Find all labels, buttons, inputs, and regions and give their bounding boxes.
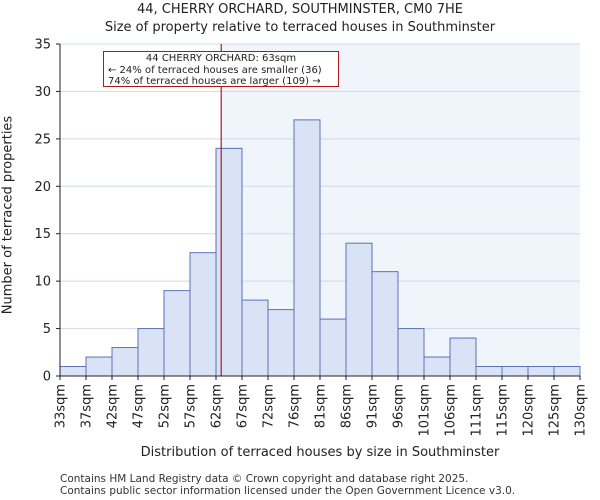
x-tick-label: 115sqm	[496, 384, 511, 437]
bar-52sqm	[163, 290, 191, 377]
bar-57sqm	[189, 252, 217, 377]
y-tick-label: 5	[43, 322, 51, 337]
x-tick-label: 125sqm	[548, 384, 563, 437]
x-tick-label: 106sqm	[444, 384, 459, 437]
x-tick-label: 33sqm	[54, 384, 69, 428]
y-tick-label: 0	[43, 370, 51, 385]
y-tick-label: 25	[34, 132, 51, 147]
x-tick-label: 57sqm	[184, 384, 199, 428]
x-tick-label: 81sqm	[314, 384, 329, 428]
bar-72sqm	[267, 309, 295, 377]
x-tick-label: 76sqm	[288, 384, 303, 428]
bar-37sqm	[85, 356, 113, 377]
y-tick-label: 35	[34, 38, 51, 53]
bar-67sqm	[241, 299, 269, 377]
x-tick-label: 130sqm	[574, 384, 589, 437]
annotation-smaller: ← 24% of terraced houses are smaller (36…	[108, 64, 322, 76]
x-axis-label: Distribution of terraced houses by size …	[140, 445, 500, 460]
bar-86sqm	[345, 242, 373, 377]
x-tick-label: 91sqm	[366, 384, 381, 428]
x-tick-label: 47sqm	[132, 384, 147, 428]
y-tick-label: 30	[34, 85, 51, 100]
bar-62sqm	[215, 147, 243, 377]
chart-subtitle: Size of property relative to terraced ho…	[104, 20, 496, 35]
bar-115sqm	[501, 366, 529, 377]
annotation-larger: 74% of terraced houses are larger (109) …	[108, 76, 321, 87]
bar-120sqm	[527, 366, 555, 377]
property-annotation: 44 CHERRY ORCHARD: 63sqm ← 24% of terrac…	[103, 51, 339, 87]
footer-licence: Contains public sector information licen…	[60, 485, 516, 497]
y-axis-label-text: Number of terraced properties	[0, 115, 16, 315]
bar-91sqm	[371, 271, 399, 377]
bar-47sqm	[137, 328, 165, 377]
bar-111sqm	[475, 366, 503, 377]
chart-title: 44, CHERRY ORCHARD, SOUTHMINSTER, CM0 7H…	[136, 2, 463, 17]
x-tick-label: 62sqm	[210, 384, 225, 428]
bar-125sqm	[553, 366, 581, 377]
annotation-title: 44 CHERRY ORCHARD: 63sqm	[145, 53, 297, 64]
x-tick-label: 96sqm	[392, 384, 407, 428]
x-tick-label: 101sqm	[418, 384, 433, 437]
x-tick-label: 52sqm	[158, 384, 173, 428]
y-tick-label: 20	[34, 180, 51, 195]
x-tick-label: 86sqm	[340, 384, 355, 428]
bar-42sqm	[111, 347, 139, 377]
bar-101sqm	[423, 356, 451, 377]
bar-76sqm	[293, 119, 321, 377]
bar-33sqm	[59, 366, 87, 377]
footer-copyright: Contains HM Land Registry data © Crown c…	[60, 473, 469, 485]
bar-81sqm	[319, 318, 347, 377]
x-tick-label: 42sqm	[106, 384, 121, 428]
y-tick-label: 10	[34, 275, 51, 290]
y-tick-label: 15	[34, 227, 51, 242]
bar-106sqm	[449, 337, 477, 377]
x-tick-label: 111sqm	[470, 384, 485, 437]
x-tick-label: 72sqm	[262, 384, 277, 428]
bar-96sqm	[397, 328, 425, 377]
x-tick-label: 120sqm	[522, 384, 537, 437]
x-tick-label: 67sqm	[236, 384, 251, 428]
x-tick-label: 37sqm	[80, 384, 95, 428]
